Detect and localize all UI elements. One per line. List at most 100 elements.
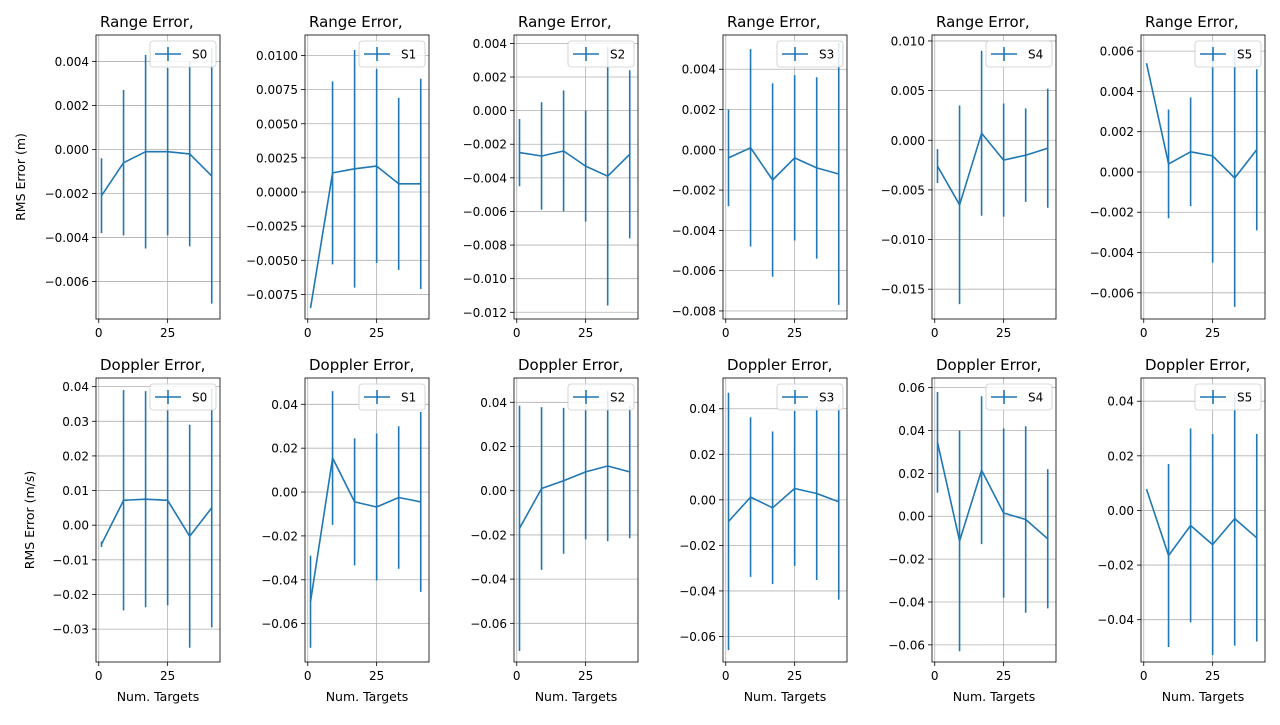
chart-range-s2-ytick-label: −0.004 <box>463 171 507 185</box>
chart-range-s4-ytick-label: −0.005 <box>881 183 925 197</box>
chart-range-s2-series-line <box>519 150 631 177</box>
chart-doppler-s4-ytick-label: −0.02 <box>888 553 925 567</box>
chart-doppler-s0-ytick-label: 0.03 <box>62 415 89 429</box>
chart-doppler-s1-ytick-label: 0.04 <box>271 398 298 412</box>
chart-range-s1-axes-frame <box>304 34 430 320</box>
chart-range-s0-xtick-label: 25 <box>160 326 175 340</box>
chart-range-s3-ytick-label: 0.004 <box>682 63 716 77</box>
chart-range-s1-legend-label: S1 <box>401 48 416 62</box>
chart-doppler-s4-legend-label: S4 <box>1028 391 1043 405</box>
chart-doppler-s0-title: Doppler Error, <box>100 356 205 374</box>
chart-doppler-s5-ytick-label: 0.02 <box>1107 449 1134 463</box>
chart-range-s2-ytick-label: −0.010 <box>463 272 507 286</box>
chart-doppler-s1-ytick-label: 0.00 <box>271 486 298 500</box>
chart-range-s3-axes-frame <box>722 34 848 320</box>
chart-doppler-s2-xtick-label: 0 <box>513 669 521 683</box>
chart-doppler-s3-ytick-label: −0.06 <box>679 630 716 644</box>
chart-range-s0-ytick-label: −0.006 <box>45 275 89 289</box>
chart-range-s1-legend-box <box>358 40 426 68</box>
chart-range-s2-ytick-label: −0.002 <box>463 138 507 152</box>
chart-doppler-s1-ytick-label: −0.06 <box>261 617 298 631</box>
chart-range-s2-ytick-label: 0.004 <box>473 37 507 51</box>
chart-doppler-s4-xlabel: Num. Targets <box>953 689 1036 704</box>
chart-doppler-s1-title: Doppler Error, <box>309 356 414 374</box>
chart-range-s0-ytick-label: 0.004 <box>55 55 89 69</box>
chart-doppler-s0-legend-box <box>149 383 217 411</box>
chart-range-s5-ytick-label: 0.000 <box>1100 165 1134 179</box>
chart-range-s1-ytick-label: −0.0025 <box>246 220 298 234</box>
chart-range-s4-ytick-label: −0.015 <box>881 283 925 297</box>
chart-range-s4-legend-box <box>985 40 1053 68</box>
chart-range-s3-ytick-label: −0.008 <box>672 304 716 318</box>
chart-range-s2-legend-box <box>567 40 635 68</box>
chart-range-s3-xtick-label: 25 <box>787 326 802 340</box>
chart-doppler-s5-xtick-label: 0 <box>1140 669 1148 683</box>
chart-doppler-s3-ytick-label: 0.00 <box>689 493 716 507</box>
chart-doppler-s0-xlabel: Num. Targets <box>117 689 200 704</box>
chart-doppler-s2-ytick-label: 0.04 <box>480 396 507 410</box>
chart-range-s3-ytick-label: −0.004 <box>672 224 716 238</box>
chart-range-s0-title: Range Error, <box>100 13 194 31</box>
chart-range-s1-ytick-label: −0.0050 <box>246 254 298 268</box>
chart-doppler-s4-ytick-label: −0.04 <box>888 595 925 609</box>
chart-doppler-s4-ytick-label: 0.06 <box>898 381 925 395</box>
chart-doppler-s0-ytick-label: −0.01 <box>52 553 89 567</box>
chart-range-s3-ytick-label: −0.002 <box>672 184 716 198</box>
chart-range-s5-ytick-label: 0.004 <box>1100 85 1134 99</box>
chart-doppler-s1-xtick-label: 25 <box>369 669 384 683</box>
chart-range-s5-ytick-label: 0.006 <box>1100 45 1134 59</box>
chart-range-s4-xtick-label: 0 <box>931 326 939 340</box>
chart-doppler-s3-title: Doppler Error, <box>727 356 832 374</box>
chart-doppler-s4-ytick-label: 0.04 <box>898 424 925 438</box>
chart-doppler-s2-ytick-label: −0.04 <box>470 573 507 587</box>
chart-range-s3-legend-box <box>776 40 844 68</box>
chart-range-s0-legend-label: S0 <box>192 48 207 62</box>
chart-range-s1-xtick-label: 25 <box>369 326 384 340</box>
chart-doppler-s5-ytick-label: 0.04 <box>1107 395 1134 409</box>
chart-range-s1-ytick-label: 0.0025 <box>256 151 298 165</box>
chart-doppler-s0-ytick-label: −0.03 <box>52 623 89 637</box>
chart-doppler-s5-xtick-label: 25 <box>1205 669 1220 683</box>
chart-range-s3-legend-label: S3 <box>819 48 834 62</box>
chart-doppler-s2-legend-label: S2 <box>610 391 625 405</box>
chart-doppler-s1-series-line <box>309 457 421 602</box>
chart-range-s5-ytick-label: −0.006 <box>1090 286 1134 300</box>
chart-range-s1-xtick-label: 0 <box>304 326 312 340</box>
chart-range-s5-xtick-label: 0 <box>1140 326 1148 340</box>
chart-doppler-s4-axes-frame <box>931 377 1057 663</box>
chart-doppler-s5-title: Doppler Error, <box>1145 356 1250 374</box>
chart-doppler-s5-axes-frame <box>1140 377 1266 663</box>
chart-range-s0-ytick-label: 0.002 <box>55 99 89 113</box>
chart-doppler-s2-ytick-label: −0.02 <box>470 528 507 542</box>
chart-doppler-s0-ytick-label: 0.01 <box>62 484 89 498</box>
chart-doppler-s2-ytick-label: 0.02 <box>480 440 507 454</box>
chart-range-s5-ytick-label: −0.004 <box>1090 246 1134 260</box>
chart-range-s3-ytick-label: 0.000 <box>682 143 716 157</box>
chart-doppler-s1-ytick-label: −0.02 <box>261 529 298 543</box>
chart-doppler-s5-legend-label: S5 <box>1237 391 1252 405</box>
chart-range-s2-xtick-label: 0 <box>513 326 521 340</box>
chart-range-s4-ytick-label: 0.005 <box>891 84 925 98</box>
chart-range-s1-title: Range Error, <box>309 13 403 31</box>
chart-range-s3-series-line <box>728 147 839 181</box>
chart-doppler-s5-xlabel: Num. Targets <box>1162 689 1245 704</box>
chart-range-s4-series-line <box>936 132 1048 206</box>
chart-range-s0-ylabel: RMS Error (m) <box>13 133 28 221</box>
chart-range-s1-ytick-label: 0.0075 <box>256 83 298 97</box>
chart-range-s2-title: Range Error, <box>518 13 612 31</box>
chart-doppler-s0-ytick-label: 0.00 <box>62 519 89 533</box>
chart-doppler-s3-ytick-label: 0.02 <box>689 448 716 462</box>
chart-doppler-s1-axes-frame <box>304 377 430 663</box>
chart-doppler-s3-ytick-label: −0.04 <box>679 584 716 598</box>
chart-doppler-s1-xlabel: Num. Targets <box>326 689 409 704</box>
chart-doppler-s3-ytick-label: −0.02 <box>679 539 716 553</box>
chart-range-s4-ytick-label: 0.000 <box>891 134 925 148</box>
chart-doppler-s0-ytick-label: 0.04 <box>62 380 89 394</box>
chart-range-s3-xtick-label: 0 <box>722 326 730 340</box>
chart-doppler-s5-ytick-label: −0.02 <box>1097 559 1134 573</box>
chart-doppler-s0-series-line <box>100 498 213 545</box>
chart-doppler-s3-series-line <box>727 487 839 523</box>
chart-range-s1-ytick-label: 0.0050 <box>256 117 298 131</box>
